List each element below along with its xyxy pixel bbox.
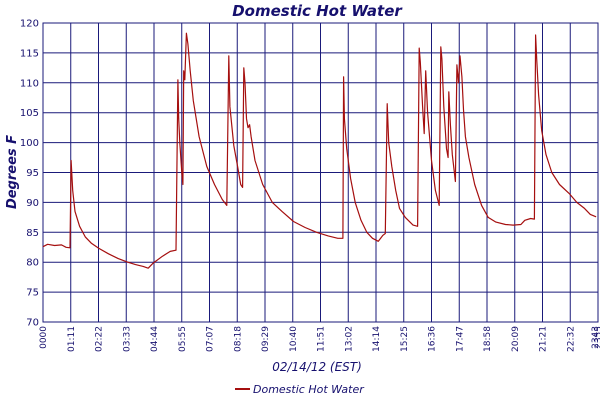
- x-tick-label: 04:44: [150, 326, 160, 352]
- x-tick-label: 07:07: [206, 326, 216, 352]
- x-tick-label: 17:47: [455, 326, 465, 352]
- chart-title: Domestic Hot Water: [232, 2, 403, 20]
- x-tick-labels: 0000 01:11 02:22 03:33 04:44 05:55 07:07 08:18 0…: [39, 326, 600, 352]
- x-tick-label: 02:22: [95, 326, 105, 352]
- x-tick-label: 21:21: [539, 326, 549, 352]
- y-tick-label: 115: [20, 48, 39, 59]
- y-tick-label: 90: [26, 198, 39, 209]
- x-tick-label: 03:33: [122, 326, 132, 352]
- y-tick-label: 100: [20, 138, 39, 149]
- y-tick-label: 110: [20, 78, 39, 89]
- y-tick-label: 105: [20, 108, 39, 119]
- x-tick-label: 15:25: [400, 326, 410, 352]
- y-tick-label: 70: [26, 318, 39, 329]
- x-tick-label: 2343: [591, 326, 600, 349]
- x-tick-label: 13:02: [344, 326, 354, 352]
- x-tick-label: 14:14: [372, 326, 382, 352]
- x-tick-label: 10:40: [289, 326, 299, 352]
- x-tick-label: 11:51: [317, 326, 327, 352]
- y-tick-labels: 70 75 80 85 90 95 100 105 110 115 120: [20, 19, 39, 329]
- legend-label: Domestic Hot Water: [253, 383, 365, 396]
- x-tick-label: 05:55: [178, 326, 188, 352]
- x-tick-label: 20:09: [511, 326, 521, 352]
- grid: [42, 22, 599, 323]
- y-axis-label: Degrees F: [5, 135, 20, 209]
- x-tick-label: 22:32: [566, 326, 576, 352]
- legend: Domestic Hot Water: [235, 383, 365, 396]
- y-tick-label: 85: [26, 228, 39, 239]
- x-tick-label: 16:36: [428, 326, 438, 352]
- x-tick-label: 01:11: [67, 326, 77, 352]
- x-tick-label: 2355: [594, 326, 600, 349]
- y-tick-label: 120: [20, 19, 39, 30]
- y-tick-label: 95: [26, 168, 39, 179]
- y-tick-label: 75: [26, 288, 39, 299]
- plot-border: [42, 22, 599, 323]
- series-layer: [42, 32, 597, 269]
- y-tick-label: 80: [26, 258, 39, 269]
- x-tick-label: 09:29: [261, 326, 271, 352]
- x-tick-label: 18:58: [483, 326, 493, 352]
- x-tick-label: 0000: [39, 326, 49, 349]
- x-tick-label: 08:18: [233, 326, 243, 352]
- series-line: [42, 32, 597, 269]
- x-axis-label: 02/14/12 (EST): [272, 360, 362, 374]
